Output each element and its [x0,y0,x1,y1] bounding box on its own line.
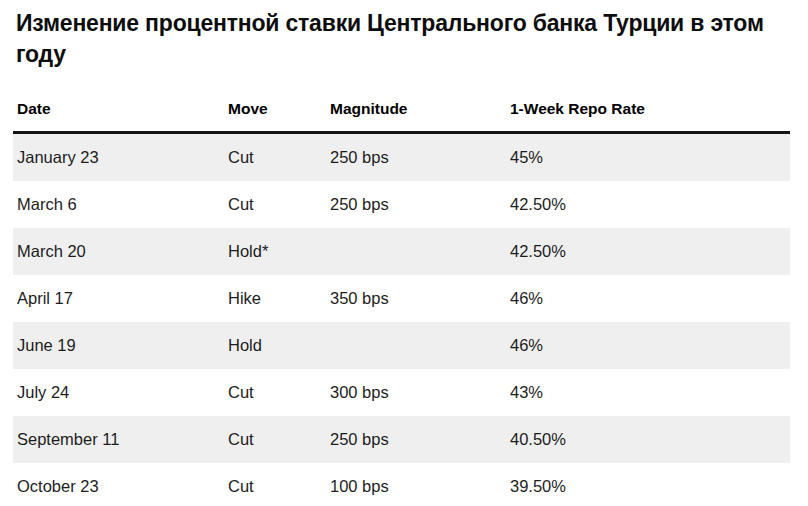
cell-magnitude: 250 bps [330,430,510,449]
cell-date: June 19 [13,336,228,355]
page: Изменение процентной ставки Центрального… [0,0,808,506]
cell-repo-rate: 43% [510,383,790,402]
cell-magnitude: 100 bps [330,477,510,496]
cell-date: September 11 [13,430,228,449]
table-row: June 19 Hold 46% [13,322,790,369]
cell-repo-rate: 42.50% [510,242,790,261]
cell-date: March 6 [13,195,228,214]
cell-date: April 17 [13,289,228,308]
cell-move: Hold* [228,242,330,261]
cell-magnitude: 300 bps [330,383,510,402]
column-header-date: Date [13,100,228,118]
rates-table: Date Move Magnitude 1-Week Repo Rate Jan… [13,100,790,506]
table-row: March 20 Hold* 42.50% [13,228,790,275]
cell-date: March 20 [13,242,228,261]
table-row: October 23 Cut 100 bps 39.50% [13,463,790,506]
cell-move: Cut [228,430,330,449]
cell-move: Cut [228,477,330,496]
table-row: March 6 Cut 250 bps 42.50% [13,181,790,228]
cell-repo-rate: 39.50% [510,477,790,496]
cell-move: Hike [228,289,330,308]
cell-magnitude: 350 bps [330,289,510,308]
column-header-repo-rate: 1-Week Repo Rate [510,100,790,118]
cell-repo-rate: 40.50% [510,430,790,449]
cell-move: Hold [228,336,330,355]
column-header-magnitude: Magnitude [330,100,510,118]
cell-repo-rate: 46% [510,289,790,308]
cell-move: Cut [228,148,330,167]
cell-date: January 23 [13,148,228,167]
cell-repo-rate: 45% [510,148,790,167]
cell-repo-rate: 42.50% [510,195,790,214]
cell-move: Cut [228,383,330,402]
table-row: April 17 Hike 350 bps 46% [13,275,790,322]
cell-date: October 23 [13,477,228,496]
table-body: January 23 Cut 250 bps 45% March 6 Cut 2… [13,134,790,506]
column-header-move: Move [228,100,330,118]
cell-date: July 24 [13,383,228,402]
cell-repo-rate: 46% [510,336,790,355]
cell-magnitude: 250 bps [330,195,510,214]
cell-magnitude: 250 bps [330,148,510,167]
table-header-row: Date Move Magnitude 1-Week Repo Rate [13,100,790,134]
table-row: January 23 Cut 250 bps 45% [13,134,790,181]
table-row: September 11 Cut 250 bps 40.50% [13,416,790,463]
page-title: Изменение процентной ставки Центрального… [16,8,788,71]
cell-move: Cut [228,195,330,214]
table-row: July 24 Cut 300 bps 43% [13,369,790,416]
